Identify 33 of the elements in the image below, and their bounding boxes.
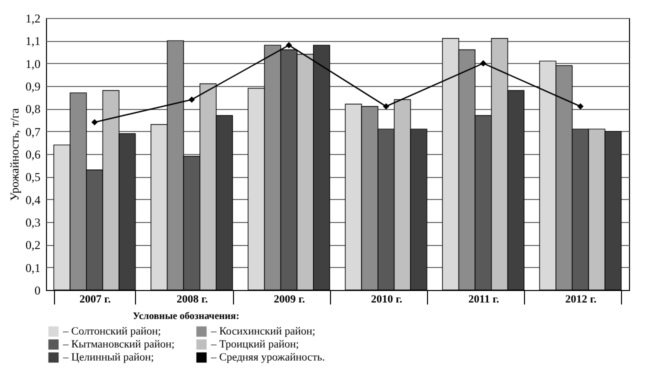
point (480, 60, 486, 66)
legend-label: – Солтонский район; (62, 326, 161, 338)
legend-label: – Косихинский район; (210, 326, 316, 338)
y-tick-label: 0,8 (26, 102, 40, 116)
y-tick-label: 1,1 (26, 34, 40, 48)
x-tick-label: 2010 г. (370, 294, 402, 306)
x-tick-label: 2011 г. (468, 294, 500, 306)
x-tick-label: 2009 г. (274, 294, 306, 306)
y-tick-label: 0,3 (26, 216, 40, 230)
x-tick-label: 2008 г. (176, 294, 208, 306)
point (286, 42, 292, 48)
y-tick-label: 0,5 (26, 170, 40, 184)
y-tick-label: 0,7 (26, 124, 40, 139)
y-tick-label: 0,6 (26, 148, 40, 162)
legend-title: Условные обозначения: (132, 311, 240, 322)
y-axis-title: Урожайность, т/га (8, 107, 22, 201)
legend-label: – Целинный район; (62, 352, 154, 364)
y-tick-label: 1,0 (26, 56, 40, 71)
point (382, 103, 390, 110)
y-tick-label: 0,1 (26, 260, 40, 275)
legend-label: – Кытмановский район; (62, 338, 175, 350)
y-tick-label: 0 (34, 284, 40, 298)
legend-label: – Средняя урожайность. (210, 352, 326, 364)
x-tick-label: 2007 г. (79, 294, 111, 306)
y-tick-label: 0,9 (26, 80, 40, 94)
legend-label: – Троицкий район; (210, 338, 299, 350)
x-tick-label: 2012 г. (565, 294, 597, 306)
point (91, 119, 98, 126)
y-tick-label: 0,2 (26, 238, 40, 252)
y-tick-label: 0,4 (26, 192, 40, 207)
y-tick-label: 1,2 (26, 12, 40, 26)
point (577, 103, 584, 110)
point (188, 96, 195, 103)
